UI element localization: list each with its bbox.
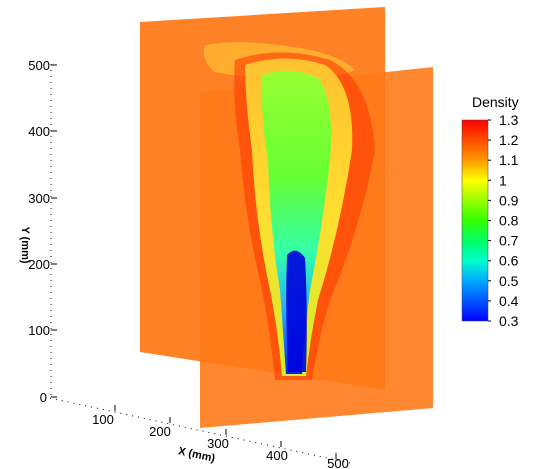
colorbar-gradient bbox=[461, 119, 489, 322]
y-axis-title: Y (mm) bbox=[19, 226, 31, 263]
colorbar-label: 0.6 bbox=[499, 253, 519, 269]
y-tick-label-500: 500 bbox=[28, 58, 50, 73]
jet-dense-core bbox=[286, 250, 307, 372]
x-tick-label-500: 500 bbox=[327, 456, 349, 469]
y-tick-label-300: 300 bbox=[28, 191, 50, 206]
colorbar-label: 0.5 bbox=[499, 273, 519, 289]
colorbar-label: 0.7 bbox=[499, 233, 519, 249]
x-tick-label-200: 200 bbox=[149, 424, 171, 439]
colorbar-labels: 1.3 1.2 1.1 1 0.9 0.8 0.7 0.6 0.5 0.4 0.3 bbox=[488, 112, 519, 329]
colorbar-label: 0.3 bbox=[499, 313, 519, 329]
x-tick-label-300: 300 bbox=[207, 436, 229, 451]
colorbar-label: 1.1 bbox=[499, 152, 519, 168]
colorbar-label: 1.2 bbox=[499, 132, 519, 148]
y-tick-label-200: 200 bbox=[28, 257, 50, 272]
colorbar-label: 0.9 bbox=[499, 192, 519, 208]
y-tick-label-0: 0 bbox=[40, 390, 47, 405]
colorbar-legend: Density 1.3 1.2 1.1 1 0.9 0.8 0.7 0.6 0.5 0.4 0.3 bbox=[461, 94, 519, 329]
colorbar-label: 0.8 bbox=[499, 213, 519, 229]
colorbar-title: Density bbox=[472, 94, 519, 110]
y-tick-label-400: 400 bbox=[28, 124, 50, 139]
y-axis: 0 100 200 300 400 500 Y (mm) bbox=[19, 58, 57, 405]
colorbar-label: 1 bbox=[499, 172, 507, 188]
colorbar-label: 1.3 bbox=[499, 112, 519, 128]
y-tick-label-100: 100 bbox=[28, 323, 50, 338]
x-tick-label-400: 400 bbox=[266, 448, 288, 463]
jet-core bbox=[261, 70, 332, 375]
colorbar-label: 0.4 bbox=[499, 293, 519, 309]
x-tick-label-100: 100 bbox=[92, 412, 114, 427]
